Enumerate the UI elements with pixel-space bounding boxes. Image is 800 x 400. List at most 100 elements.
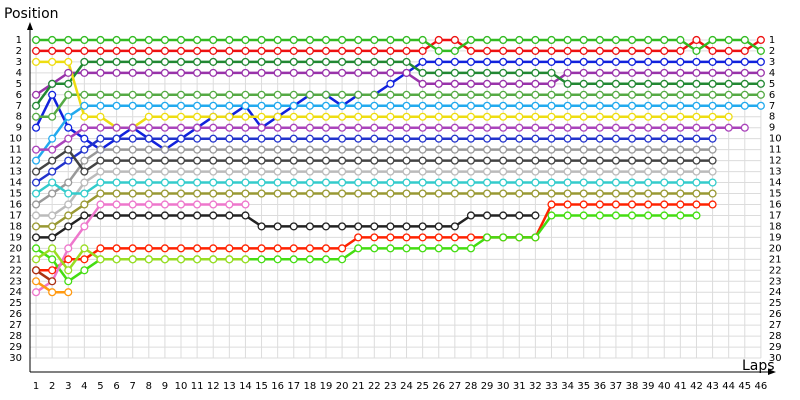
y-tick-label: 19 xyxy=(9,232,22,243)
grid xyxy=(29,39,762,359)
position-marker xyxy=(128,178,137,187)
y-tick-label-right: 4 xyxy=(769,68,775,79)
position-marker xyxy=(611,35,620,45)
position-marker xyxy=(402,189,411,198)
position-marker xyxy=(31,222,41,231)
position-marker xyxy=(241,178,250,187)
position-marker xyxy=(531,156,540,165)
position-marker xyxy=(676,57,685,66)
position-marker xyxy=(209,211,218,220)
position-marker xyxy=(338,101,347,110)
position-marker xyxy=(48,288,57,297)
position-marker xyxy=(676,112,685,121)
position-marker xyxy=(128,244,137,253)
position-marker xyxy=(80,244,89,253)
position-marker xyxy=(48,112,57,121)
position-marker xyxy=(241,101,250,110)
y-tick-label-right: 2 xyxy=(769,46,775,57)
position-marker xyxy=(483,189,492,198)
position-marker xyxy=(627,57,637,66)
position-marker xyxy=(144,68,153,77)
position-marker xyxy=(225,90,234,99)
position-marker xyxy=(724,112,733,121)
position-marker xyxy=(305,167,314,176)
position-marker xyxy=(96,200,105,209)
position-marker xyxy=(370,244,379,253)
position-marker xyxy=(579,145,588,154)
position-marker xyxy=(64,211,73,220)
position-marker xyxy=(80,200,89,209)
position-marker xyxy=(644,101,653,110)
position-marker xyxy=(112,145,121,154)
y-tick-label-right: 12 xyxy=(769,156,782,167)
position-marker xyxy=(692,145,701,154)
position-marker xyxy=(595,57,604,66)
position-marker xyxy=(144,57,153,66)
position-marker xyxy=(611,178,620,187)
position-marker xyxy=(724,46,733,55)
position-marker xyxy=(257,145,266,154)
position-marker xyxy=(128,255,137,264)
y-tick-label-right: 7 xyxy=(769,101,775,112)
position-marker xyxy=(289,255,298,264)
x-tick-label: 8 xyxy=(146,381,152,392)
y-tick-label-right: 22 xyxy=(769,265,782,276)
position-marker xyxy=(676,167,685,176)
position-marker xyxy=(64,266,73,275)
position-marker xyxy=(321,255,331,264)
position-marker xyxy=(450,189,459,198)
position-marker xyxy=(724,90,733,99)
position-marker xyxy=(724,123,733,132)
position-marker xyxy=(31,156,41,165)
position-marker xyxy=(209,200,218,209)
position-marker xyxy=(708,200,717,209)
position-marker xyxy=(579,79,588,88)
position-marker xyxy=(708,134,717,143)
position-marker xyxy=(547,35,556,45)
position-marker xyxy=(96,255,105,264)
position-marker xyxy=(64,46,73,55)
position-marker xyxy=(531,57,540,66)
position-marker xyxy=(257,255,266,264)
position-marker xyxy=(611,134,620,143)
position-marker xyxy=(338,167,347,176)
position-marker xyxy=(273,244,282,253)
position-marker xyxy=(450,134,459,143)
position-marker xyxy=(644,200,653,209)
position-marker xyxy=(402,134,411,143)
position-marker xyxy=(160,255,169,264)
position-marker xyxy=(611,90,620,99)
position-marker xyxy=(176,35,186,45)
position-marker xyxy=(418,233,427,242)
position-marker xyxy=(48,255,57,264)
y-tick-label: 23 xyxy=(9,276,22,287)
position-marker xyxy=(515,90,524,99)
position-marker xyxy=(644,46,653,55)
position-marker xyxy=(692,200,701,209)
position-marker xyxy=(128,156,137,165)
position-marker xyxy=(644,167,653,176)
position-marker xyxy=(176,112,186,121)
position-marker xyxy=(176,244,186,253)
position-marker xyxy=(289,244,298,253)
position-marker xyxy=(563,167,572,176)
position-marker xyxy=(531,167,540,176)
position-marker xyxy=(193,145,202,154)
position-marker xyxy=(547,134,556,143)
position-marker xyxy=(563,79,572,88)
position-marker xyxy=(595,79,604,88)
position-marker xyxy=(756,35,765,45)
position-marker xyxy=(450,167,459,176)
position-marker xyxy=(402,167,411,176)
position-marker xyxy=(80,167,89,176)
position-marker xyxy=(708,156,717,165)
position-marker xyxy=(209,101,218,110)
position-marker xyxy=(225,200,234,209)
position-marker xyxy=(660,145,669,154)
position-marker xyxy=(273,189,282,198)
y-tick-label-right: 10 xyxy=(769,134,782,145)
position-marker xyxy=(644,145,653,154)
position-marker xyxy=(80,90,89,99)
position-marker xyxy=(176,178,186,187)
position-marker xyxy=(386,79,395,88)
